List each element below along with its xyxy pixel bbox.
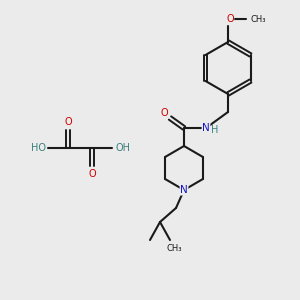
- Text: HO: HO: [31, 143, 46, 153]
- Text: O: O: [64, 117, 72, 127]
- Text: H: H: [211, 125, 219, 135]
- Text: CH₃: CH₃: [166, 244, 182, 253]
- Text: OH: OH: [116, 143, 130, 153]
- Text: O: O: [160, 108, 168, 118]
- Text: O: O: [88, 169, 96, 179]
- Text: N: N: [202, 123, 210, 133]
- Text: N: N: [180, 185, 188, 195]
- Text: O: O: [226, 14, 234, 24]
- Text: CH₃: CH₃: [250, 14, 266, 23]
